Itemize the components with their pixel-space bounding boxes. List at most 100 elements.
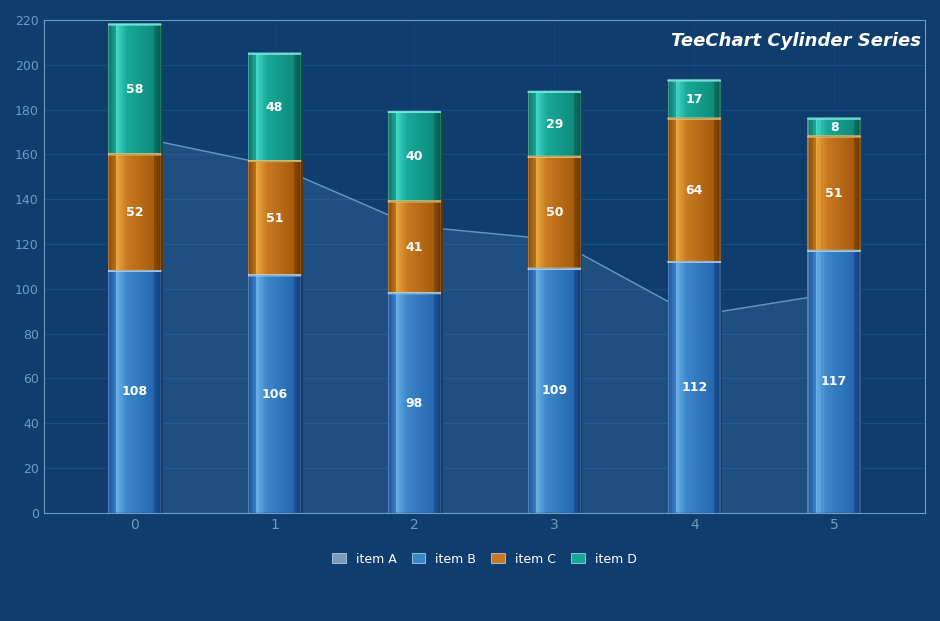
Bar — [834, 119, 835, 137]
Bar — [278, 275, 279, 513]
Bar — [274, 53, 275, 161]
Bar — [703, 81, 705, 119]
Bar — [288, 275, 290, 513]
Bar — [823, 251, 825, 513]
Bar — [581, 92, 583, 156]
Bar — [814, 137, 816, 251]
Bar — [673, 262, 675, 513]
Bar — [162, 271, 163, 513]
Bar — [441, 293, 443, 513]
Bar — [426, 201, 428, 293]
Bar — [676, 81, 678, 119]
Bar — [840, 251, 842, 513]
Bar — [254, 53, 255, 161]
Bar — [142, 155, 144, 271]
Bar — [712, 262, 713, 513]
Bar — [840, 119, 842, 137]
Bar — [440, 112, 441, 201]
Bar — [817, 137, 819, 251]
Bar — [419, 201, 421, 293]
Bar — [264, 275, 266, 513]
Bar — [283, 161, 285, 275]
Bar — [290, 275, 291, 513]
Bar — [536, 269, 538, 513]
Bar — [145, 271, 147, 513]
Bar — [269, 275, 270, 513]
Bar — [695, 119, 697, 262]
Bar — [699, 119, 700, 262]
Bar — [396, 293, 398, 513]
Bar — [411, 201, 413, 293]
Bar — [527, 269, 529, 513]
Bar — [425, 201, 426, 293]
Bar — [258, 53, 259, 161]
Bar — [112, 155, 114, 271]
Bar — [819, 137, 820, 251]
Bar — [680, 81, 682, 119]
Bar — [281, 161, 282, 275]
Bar — [288, 53, 290, 161]
Bar — [423, 293, 425, 513]
Bar — [557, 92, 559, 156]
Bar — [429, 201, 431, 293]
Bar — [270, 275, 272, 513]
Bar — [389, 293, 391, 513]
Bar — [420, 201, 422, 293]
Bar — [115, 271, 117, 513]
Bar — [719, 81, 721, 119]
Bar — [282, 161, 284, 275]
Bar — [826, 137, 828, 251]
Bar — [132, 155, 133, 271]
Bar — [423, 201, 425, 293]
Bar — [719, 262, 721, 513]
Bar — [154, 271, 156, 513]
Bar — [153, 271, 155, 513]
Bar — [853, 119, 854, 137]
Bar — [541, 269, 543, 513]
Bar — [669, 262, 670, 513]
Bar — [810, 119, 812, 137]
Bar — [293, 275, 294, 513]
Bar — [685, 119, 687, 262]
Bar — [270, 161, 272, 275]
Bar — [255, 275, 257, 513]
Bar — [258, 275, 259, 513]
Bar — [574, 156, 575, 269]
Bar — [838, 137, 840, 251]
Bar — [290, 161, 291, 275]
Bar — [153, 155, 155, 271]
Bar — [672, 262, 673, 513]
Bar — [415, 201, 416, 293]
Bar — [413, 293, 414, 513]
Bar — [670, 81, 672, 119]
Bar — [580, 92, 581, 156]
Bar — [400, 112, 401, 201]
Bar — [581, 156, 583, 269]
Bar — [120, 24, 122, 155]
Bar — [294, 53, 296, 161]
Bar — [577, 92, 578, 156]
Bar — [542, 92, 544, 156]
Bar — [147, 24, 148, 155]
Bar — [580, 156, 581, 269]
Bar — [699, 262, 700, 513]
Bar — [707, 262, 709, 513]
Bar — [156, 24, 157, 155]
Bar — [539, 156, 540, 269]
Bar — [544, 156, 546, 269]
Bar — [828, 119, 830, 137]
Bar — [706, 81, 708, 119]
Bar — [119, 271, 120, 513]
Bar — [252, 53, 254, 161]
Bar — [527, 156, 529, 269]
Bar — [701, 119, 703, 262]
Bar — [673, 81, 675, 119]
Bar — [669, 81, 670, 119]
Bar — [135, 24, 137, 155]
Bar — [144, 24, 145, 155]
Bar — [300, 161, 301, 275]
Bar — [267, 275, 269, 513]
Bar — [139, 271, 141, 513]
Bar — [297, 275, 299, 513]
Bar — [251, 161, 252, 275]
